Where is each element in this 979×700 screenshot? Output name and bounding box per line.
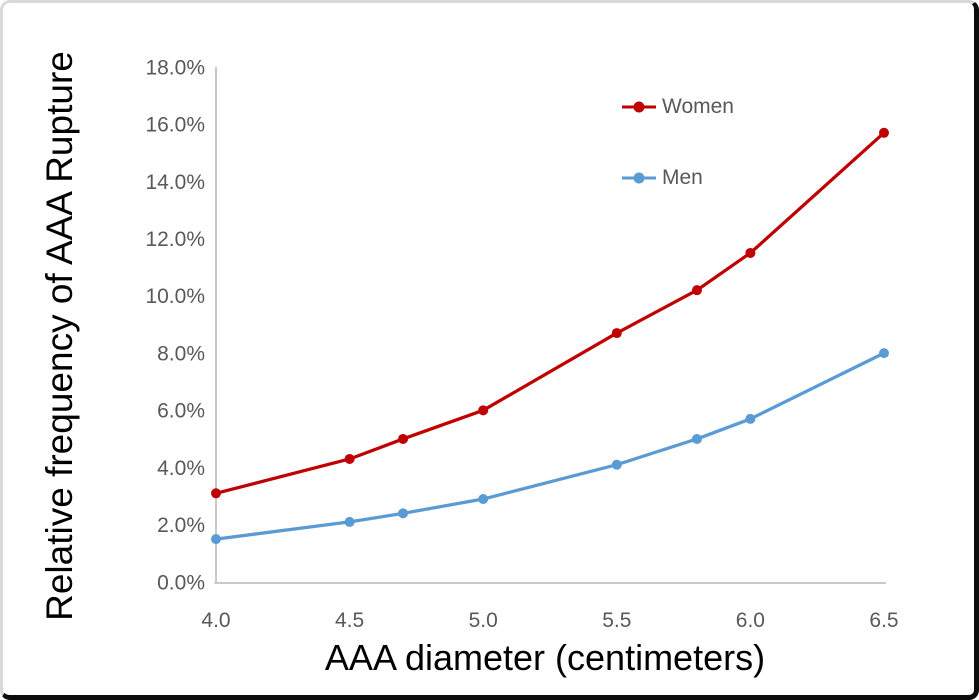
data-point-men <box>344 516 355 527</box>
legend: Women Men <box>622 93 734 192</box>
y-axis-title: Relative frequency of AAA Rupture <box>39 51 80 621</box>
x-tick-label: 4.0 <box>201 609 230 632</box>
series-line-women <box>214 131 886 495</box>
data-point-men <box>691 433 702 444</box>
y-tick-label: 8.0% <box>157 342 205 365</box>
y-tick-label: 2.0% <box>157 514 205 537</box>
data-point-men <box>211 534 221 545</box>
data-point-women <box>211 488 221 499</box>
y-tick-label: 18.0% <box>145 56 205 79</box>
legend-item-women: Women <box>622 93 734 121</box>
data-point-women <box>745 247 756 258</box>
data-point-women <box>879 127 889 138</box>
y-tick-label: 12.0% <box>145 228 205 251</box>
data-point-women <box>611 328 622 339</box>
legend-marker-men-icon <box>622 172 656 184</box>
data-point-women <box>478 405 489 416</box>
y-tick-label: 4.0% <box>157 457 205 480</box>
data-point-women <box>691 285 702 296</box>
series-line-men <box>214 351 886 541</box>
y-tick-label: 6.0% <box>157 400 205 423</box>
x-tick-label: 6.0 <box>736 609 765 632</box>
y-tick-label: 16.0% <box>145 114 205 137</box>
data-point-men <box>879 348 889 359</box>
legend-marker-women-icon <box>622 101 656 113</box>
y-tick-label: 10.0% <box>145 285 205 308</box>
data-point-women <box>398 433 409 444</box>
data-point-women <box>344 453 355 464</box>
y-tick-label: 0.0% <box>157 571 205 594</box>
data-point-men <box>611 459 622 470</box>
data-point-men <box>745 413 756 424</box>
y-tick-label: 14.0% <box>145 171 205 194</box>
legend-label-women: Women <box>662 95 734 118</box>
x-tick-label: 5.0 <box>469 609 498 632</box>
x-axis-title: AAA diameter (centimeters) <box>324 637 766 678</box>
data-point-men <box>478 494 489 505</box>
x-tick-label: 6.5 <box>869 609 898 632</box>
x-tick-label: 5.5 <box>602 609 631 632</box>
data-point-men <box>398 508 409 519</box>
x-tick-label: 4.5 <box>335 609 364 632</box>
legend-label-men: Men <box>662 166 703 189</box>
legend-item-men: Men <box>622 164 734 192</box>
